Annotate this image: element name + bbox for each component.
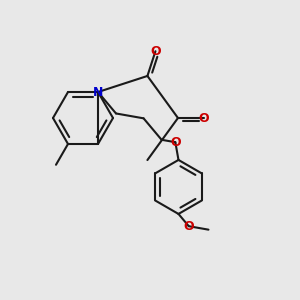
Text: O: O bbox=[170, 136, 181, 149]
Text: O: O bbox=[150, 45, 161, 58]
Text: O: O bbox=[184, 220, 194, 233]
Text: O: O bbox=[199, 112, 209, 124]
Text: N: N bbox=[93, 85, 103, 98]
